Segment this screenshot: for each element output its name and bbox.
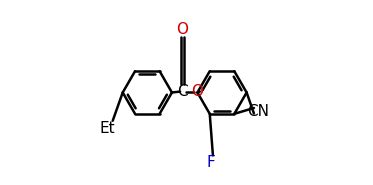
Text: O: O	[191, 84, 203, 99]
Text: C: C	[177, 84, 188, 99]
Text: Et: Et	[100, 121, 115, 136]
Text: CN: CN	[247, 104, 269, 119]
Text: O: O	[176, 22, 188, 37]
Text: F: F	[207, 155, 216, 170]
